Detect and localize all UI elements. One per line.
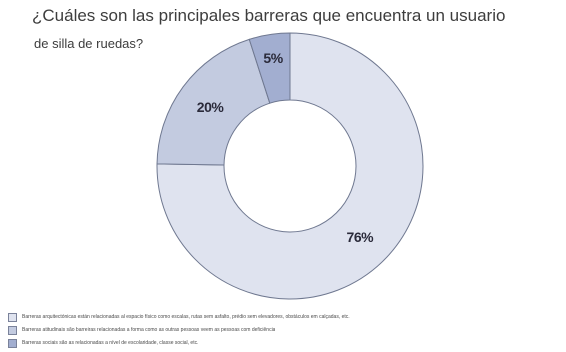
chart-legend: Barreras arquitectónicas están relaciona… xyxy=(8,311,564,350)
chart-title-line-2: de silla de ruedas? xyxy=(34,36,144,51)
legend-swatch xyxy=(8,312,17,322)
slice-label: 20% xyxy=(197,99,225,115)
donut-slice xyxy=(248,32,291,104)
legend-swatch xyxy=(8,325,17,335)
legend-item: Barreras atitudinais são barreiras relac… xyxy=(8,324,564,336)
donut-chart: 76% 20% 5% xyxy=(156,32,424,300)
legend-swatch xyxy=(8,338,17,348)
chart-title-line-1: ¿Cuáles son las principales barreras que… xyxy=(32,6,506,25)
slice-label: 5% xyxy=(263,50,283,66)
donut-slice xyxy=(156,38,271,166)
legend-label: Barreras sociais são as relacionadas a n… xyxy=(22,340,199,346)
donut-slice xyxy=(156,32,424,300)
legend-item: Barreras sociais são as relacionadas a n… xyxy=(8,337,564,349)
legend-item: Barreras arquitectónicas están relaciona… xyxy=(8,311,564,323)
legend-label: Barreras arquitectónicas están relaciona… xyxy=(22,314,350,320)
legend-label: Barreras atitudinais são barreiras relac… xyxy=(22,327,276,333)
slice-label: 76% xyxy=(347,229,375,245)
